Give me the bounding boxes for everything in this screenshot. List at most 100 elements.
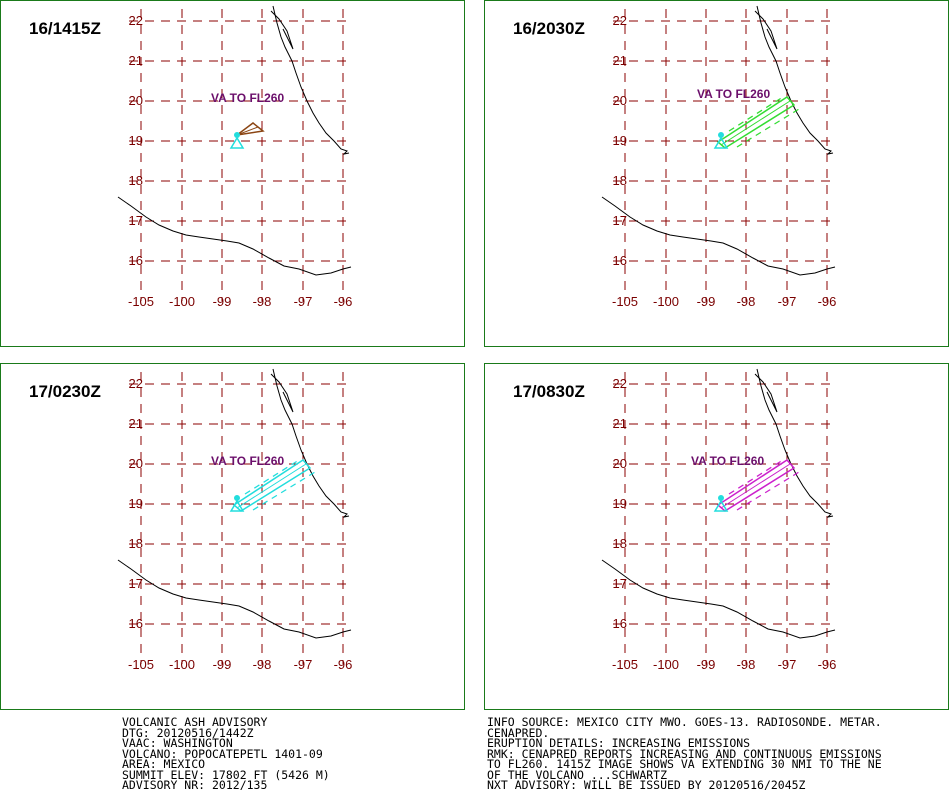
advisory-line: NXT ADVISORY: WILL BE ISSUED BY 20120516… [487, 778, 806, 792]
longitude-label: -100 [169, 294, 195, 309]
ash-area-axis [236, 463, 307, 509]
panel-time: 16/2030Z [513, 19, 585, 38]
panel-time: 17/0230Z [29, 382, 101, 401]
va-label: VA TO FL260 [697, 87, 770, 101]
longitude-label: -99 [697, 657, 716, 672]
latitude-label: 19 [613, 496, 627, 511]
latitude-label: 19 [129, 133, 143, 148]
latitude-label: 18 [613, 173, 627, 188]
advisory-line: CENAPRED. [487, 725, 550, 740]
advisory-info-left: VOLCANIC ASH ADVISORY DTG: 20120516/1442… [122, 717, 330, 791]
latitude-label: 17 [129, 576, 143, 591]
latitude-label: 20 [129, 93, 143, 108]
longitude-label: -105 [612, 657, 638, 672]
latitude-label: 18 [129, 173, 143, 188]
ash-area-axis [720, 100, 791, 146]
longitude-label: -96 [818, 294, 837, 309]
map-canvas: 22 21 20 19 18 17 16 -105 -100 -99 -98 -97 -96 VA TO … [601, 5, 837, 309]
map-panel-4: 22 21 20 19 18 17 16 -105 -100 -99 -98 -97 -96 VA TO … [484, 363, 949, 710]
va-label: VA TO FL260 [691, 454, 764, 468]
volcano-triangle-icon [713, 499, 729, 512]
map-canvas: 22 21 20 19 18 17 16 -105 -100 -99 -98 -97 -96 VA TO … [117, 368, 353, 672]
longitude-label: -97 [294, 294, 313, 309]
longitude-label: -97 [778, 294, 797, 309]
map-canvas: 22 21 20 19 18 17 16 -105 -100 -99 -98 -97 -96 VA TO … [601, 368, 837, 672]
latitude-label: 16 [129, 616, 143, 631]
longitude-label: -96 [334, 657, 353, 672]
longitude-label: -98 [253, 657, 272, 672]
coastline-south [117, 559, 352, 639]
latitude-label: 16 [613, 253, 627, 268]
ash-forecast-edge [736, 471, 800, 511]
latitude-label: 22 [613, 376, 627, 391]
latitude-label: 16 [613, 616, 627, 631]
ash-forecast-edge [728, 96, 784, 132]
latitude-label: 22 [613, 13, 627, 28]
coastline-north [272, 5, 350, 155]
volcano-vent-icon [718, 495, 724, 501]
latitude-label: 22 [129, 376, 143, 391]
panel-time: 17/0830Z [513, 382, 585, 401]
ash-area-edge [236, 126, 259, 136]
volcano-vent-icon [234, 495, 240, 501]
map-panel-3: 22 21 20 19 18 17 16 -105 -100 -99 -98 -97 -96 VA TO … [0, 363, 465, 710]
latitude-label: 18 [613, 536, 627, 551]
advisory-line: AREA: MEXICO [122, 757, 206, 771]
va-label: VA TO FL260 [211, 454, 284, 468]
latitude-label: 17 [129, 213, 143, 228]
map-canvas: 22 21 20 19 18 17 16 -105 -100 -99 -98 -97 -96 VA TO … [117, 5, 353, 309]
latitude-label: 20 [129, 456, 143, 471]
advisory-line: VOLCANO: POPOCATEPETL 1401-09 [122, 746, 323, 761]
longitude-label: -98 [737, 657, 756, 672]
longitude-label: -96 [334, 294, 353, 309]
va-label: VA TO FL260 [211, 91, 284, 105]
ash-area [232, 459, 312, 512]
longitude-label: -96 [818, 657, 837, 672]
longitude-label: -100 [653, 657, 679, 672]
latitude-label: 18 [129, 536, 143, 551]
advisory-info-right: INFO SOURCE: MEXICO CITY MWO. GOES-13. R… [487, 717, 882, 791]
panel-time: 16/1415Z [29, 19, 101, 38]
map-panel-1: 22 21 20 19 18 17 16 -105 -100 -99 -98 -97 -96 VA TO … [0, 0, 465, 347]
longitude-label: -105 [128, 657, 154, 672]
longitude-label: -105 [612, 294, 638, 309]
coastline-south [601, 196, 836, 276]
longitude-label: -97 [294, 657, 313, 672]
longitude-label: -98 [253, 294, 272, 309]
latitude-label: 21 [129, 416, 143, 431]
ash-forecast-edge [252, 471, 316, 511]
latitude-label: 21 [129, 53, 143, 68]
latitude-label: 22 [129, 13, 143, 28]
longitude-label: -99 [213, 657, 232, 672]
coastline-north [756, 368, 834, 518]
longitude-label: -98 [737, 294, 756, 309]
latitude-label: 17 [613, 213, 627, 228]
advisory-line: VAAC: WASHINGTON [122, 736, 233, 750]
latitude-label: 19 [129, 496, 143, 511]
advisory-line: ERUPTION DETAILS: INCREASING EMISSIONS [487, 736, 751, 750]
longitude-label: -105 [128, 294, 154, 309]
volcano-triangle-icon [713, 136, 729, 149]
volcano-triangle-icon [229, 136, 245, 149]
volcano-vent-icon [718, 132, 724, 138]
advisory-line: VOLCANIC ASH ADVISORY [122, 715, 268, 729]
coastline-south [117, 196, 352, 276]
advisory-line: RMK: CENAPRED REPORTS INCREASING AND CON… [487, 746, 882, 761]
coastline-detail [754, 373, 778, 413]
advisory-line: DTG: 20120516/1442Z [122, 725, 254, 740]
advisory-line: OF THE VOLCANO ...SCHWARTZ [487, 767, 668, 782]
longitude-label: -99 [697, 294, 716, 309]
advisory-line: TO FL260. 1415Z IMAGE SHOWS VA EXTENDING… [487, 757, 882, 771]
longitude-label: -99 [213, 294, 232, 309]
coastline-detail [270, 373, 294, 413]
coastline-north [756, 5, 834, 155]
latitude-label: 20 [613, 456, 627, 471]
latitude-label: 16 [129, 253, 143, 268]
volcano-triangle-icon [229, 499, 245, 512]
longitude-label: -100 [169, 657, 195, 672]
latitude-label: 17 [613, 576, 627, 591]
volcano-vent-icon [234, 132, 240, 138]
advisory-line: INFO SOURCE: MEXICO CITY MWO. GOES-13. R… [487, 715, 882, 729]
coastline-south [601, 559, 836, 639]
coastline-detail [754, 10, 778, 50]
